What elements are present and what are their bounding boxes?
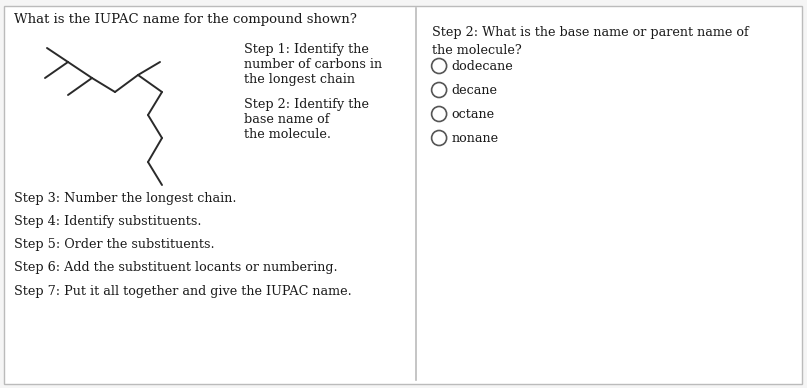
Text: nonane: nonane (452, 132, 499, 144)
Text: Step 3: Number the longest chain.: Step 3: Number the longest chain. (14, 192, 236, 205)
Text: the molecule.: the molecule. (244, 128, 331, 141)
Circle shape (432, 59, 446, 73)
FancyBboxPatch shape (4, 6, 802, 384)
Text: base name of: base name of (244, 113, 329, 126)
Circle shape (432, 130, 446, 146)
Text: dodecane: dodecane (452, 59, 513, 73)
Text: Step 1: Identify the: Step 1: Identify the (244, 43, 369, 56)
Text: the longest chain: the longest chain (244, 73, 355, 86)
Text: the molecule?: the molecule? (432, 44, 521, 57)
Text: What is the IUPAC name for the compound shown?: What is the IUPAC name for the compound … (14, 13, 357, 26)
Circle shape (432, 106, 446, 121)
Text: Step 5: Order the substituents.: Step 5: Order the substituents. (14, 238, 215, 251)
Text: octane: octane (452, 107, 495, 121)
Text: Step 2: What is the base name or parent name of: Step 2: What is the base name or parent … (432, 26, 748, 39)
Text: Step 2: Identify the: Step 2: Identify the (244, 98, 369, 111)
Circle shape (432, 83, 446, 97)
Text: Step 4: Identify substituents.: Step 4: Identify substituents. (14, 215, 202, 228)
Text: number of carbons in: number of carbons in (244, 58, 383, 71)
Text: Step 7: Put it all together and give the IUPAC name.: Step 7: Put it all together and give the… (14, 285, 352, 298)
Text: decane: decane (452, 83, 498, 97)
Text: Step 6: Add the substituent locants or numbering.: Step 6: Add the substituent locants or n… (14, 261, 337, 274)
